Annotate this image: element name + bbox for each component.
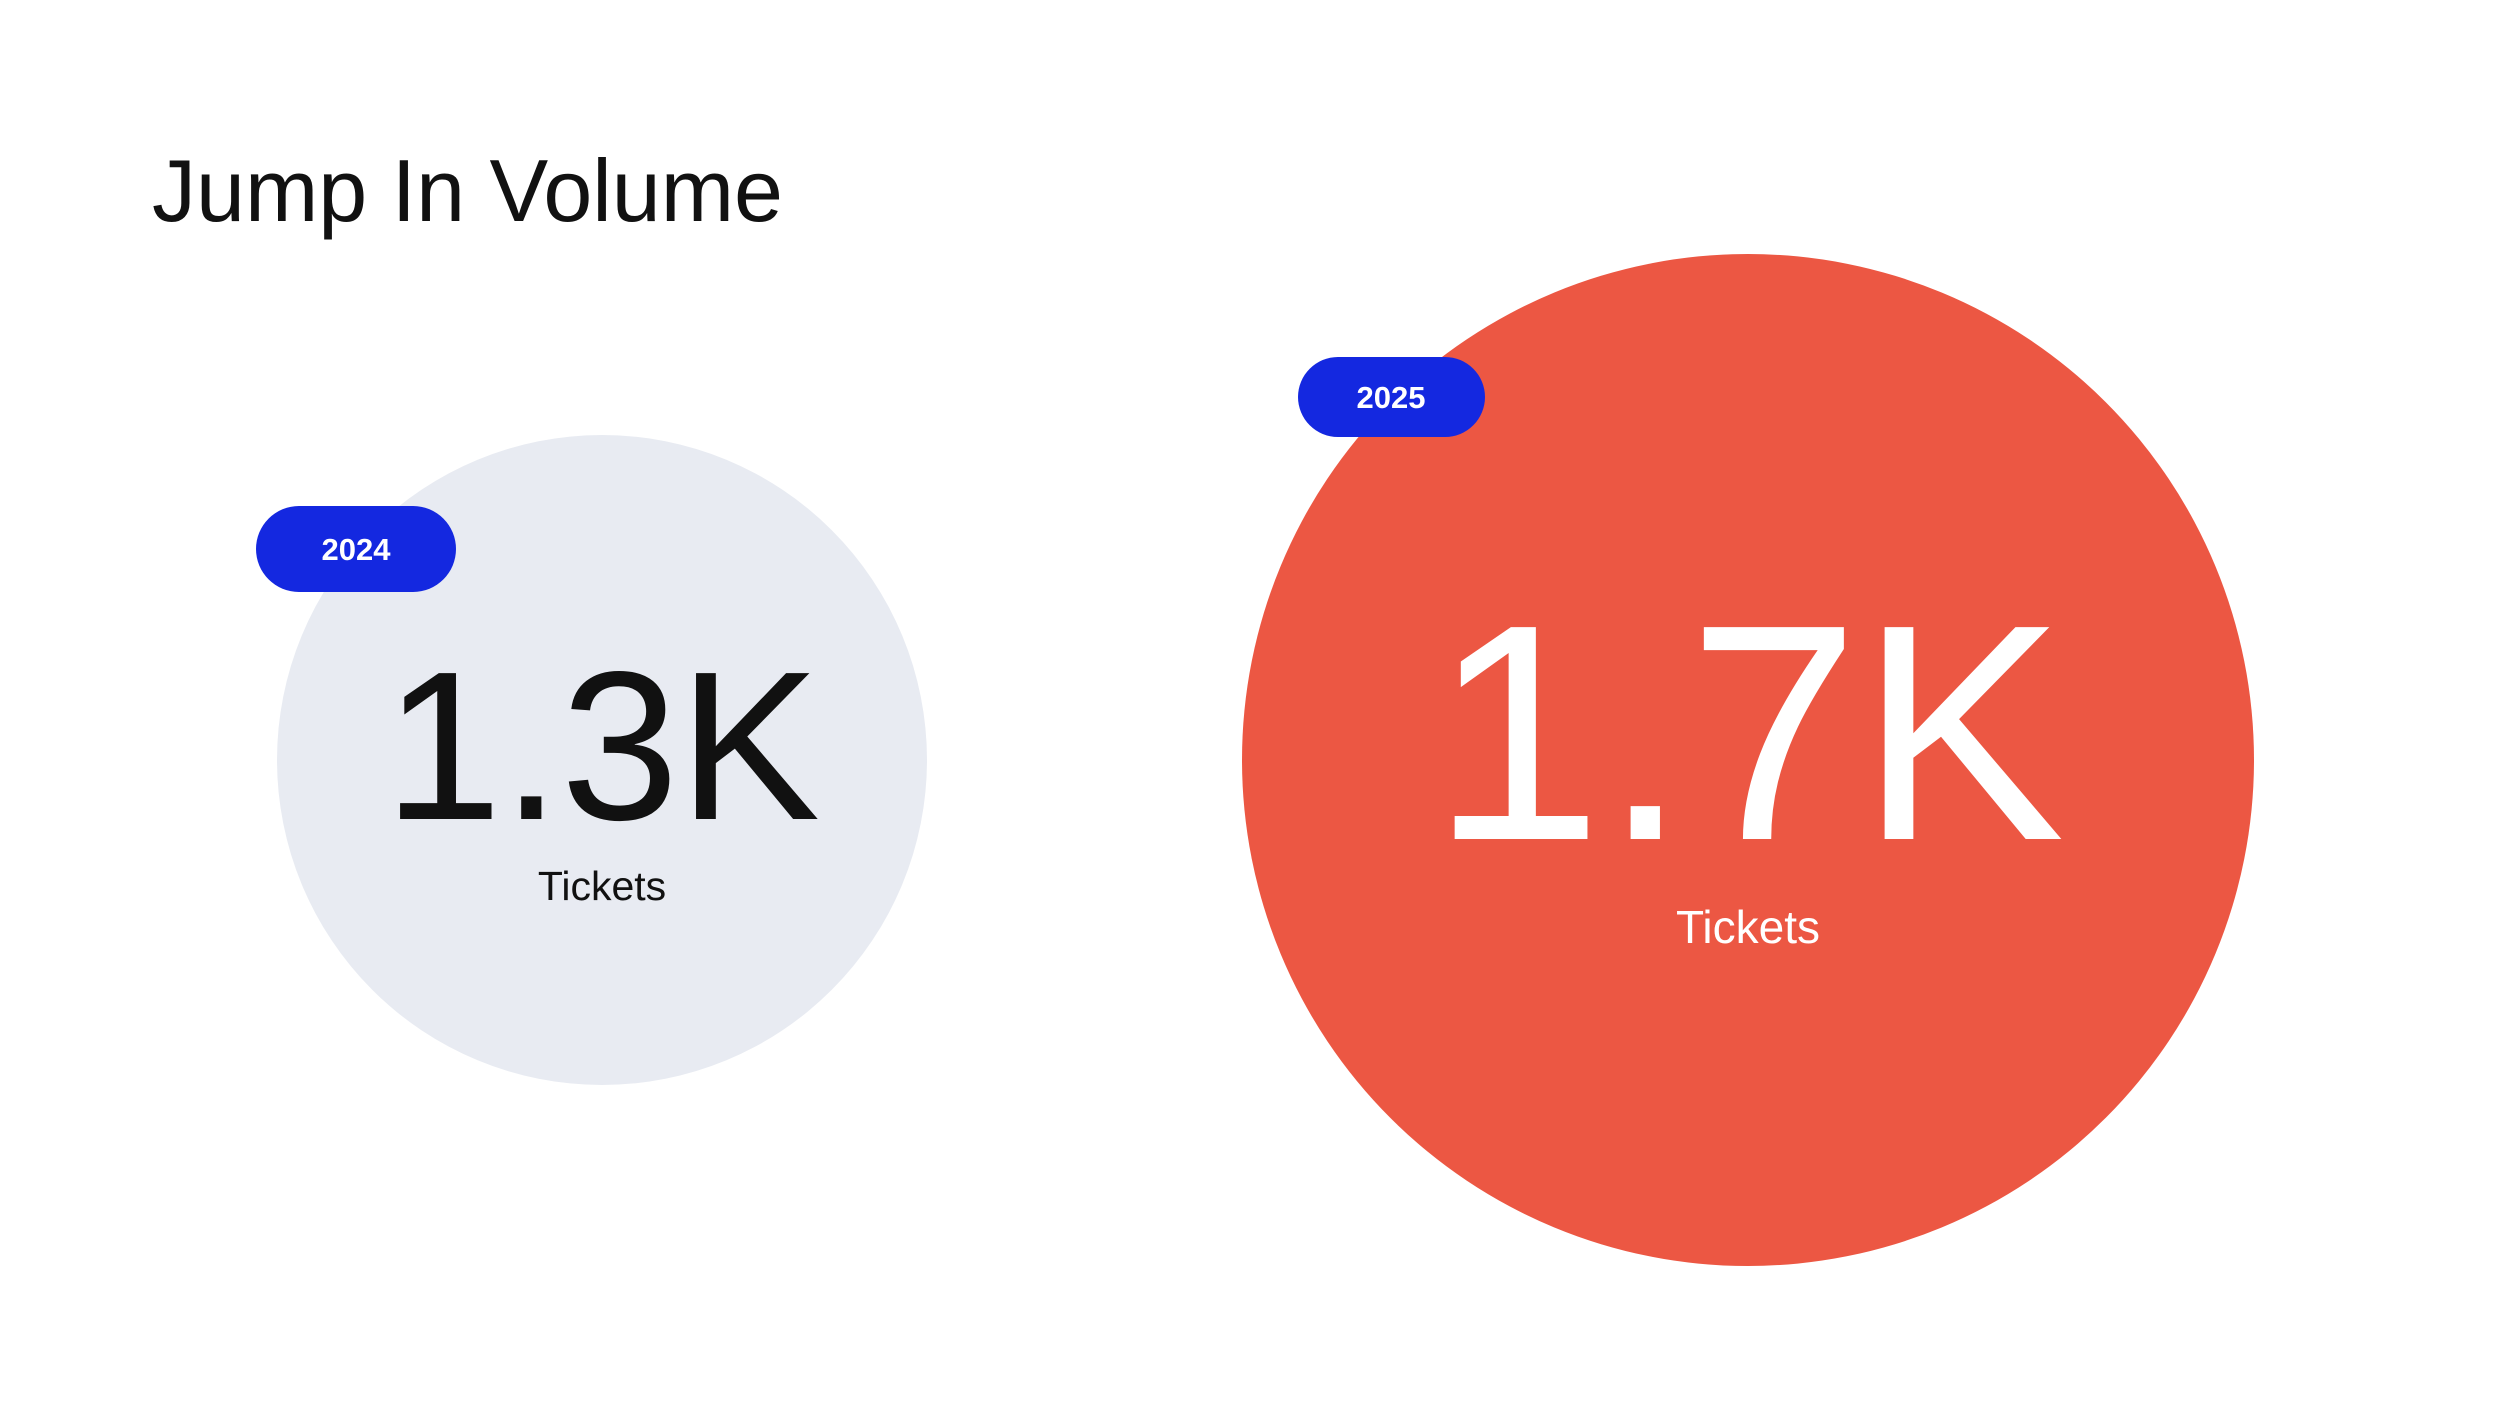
unit: Tickets <box>538 863 666 909</box>
circle <box>277 435 927 1085</box>
year-pill <box>1298 357 1485 437</box>
circle <box>1242 254 2254 1266</box>
value: 1.7K <box>1431 561 2065 905</box>
year-label: 2025 <box>1357 380 1426 415</box>
card-2024: 2024 1.3K Tickets <box>256 435 927 1085</box>
year-pill <box>256 506 456 592</box>
slide-title: Jump In Volume <box>152 141 783 240</box>
year-label: 2024 <box>322 532 392 567</box>
card-2025: 2025 1.7K Tickets <box>1242 254 2254 1266</box>
unit: Tickets <box>1676 901 1820 953</box>
value: 1.3K <box>384 627 820 864</box>
